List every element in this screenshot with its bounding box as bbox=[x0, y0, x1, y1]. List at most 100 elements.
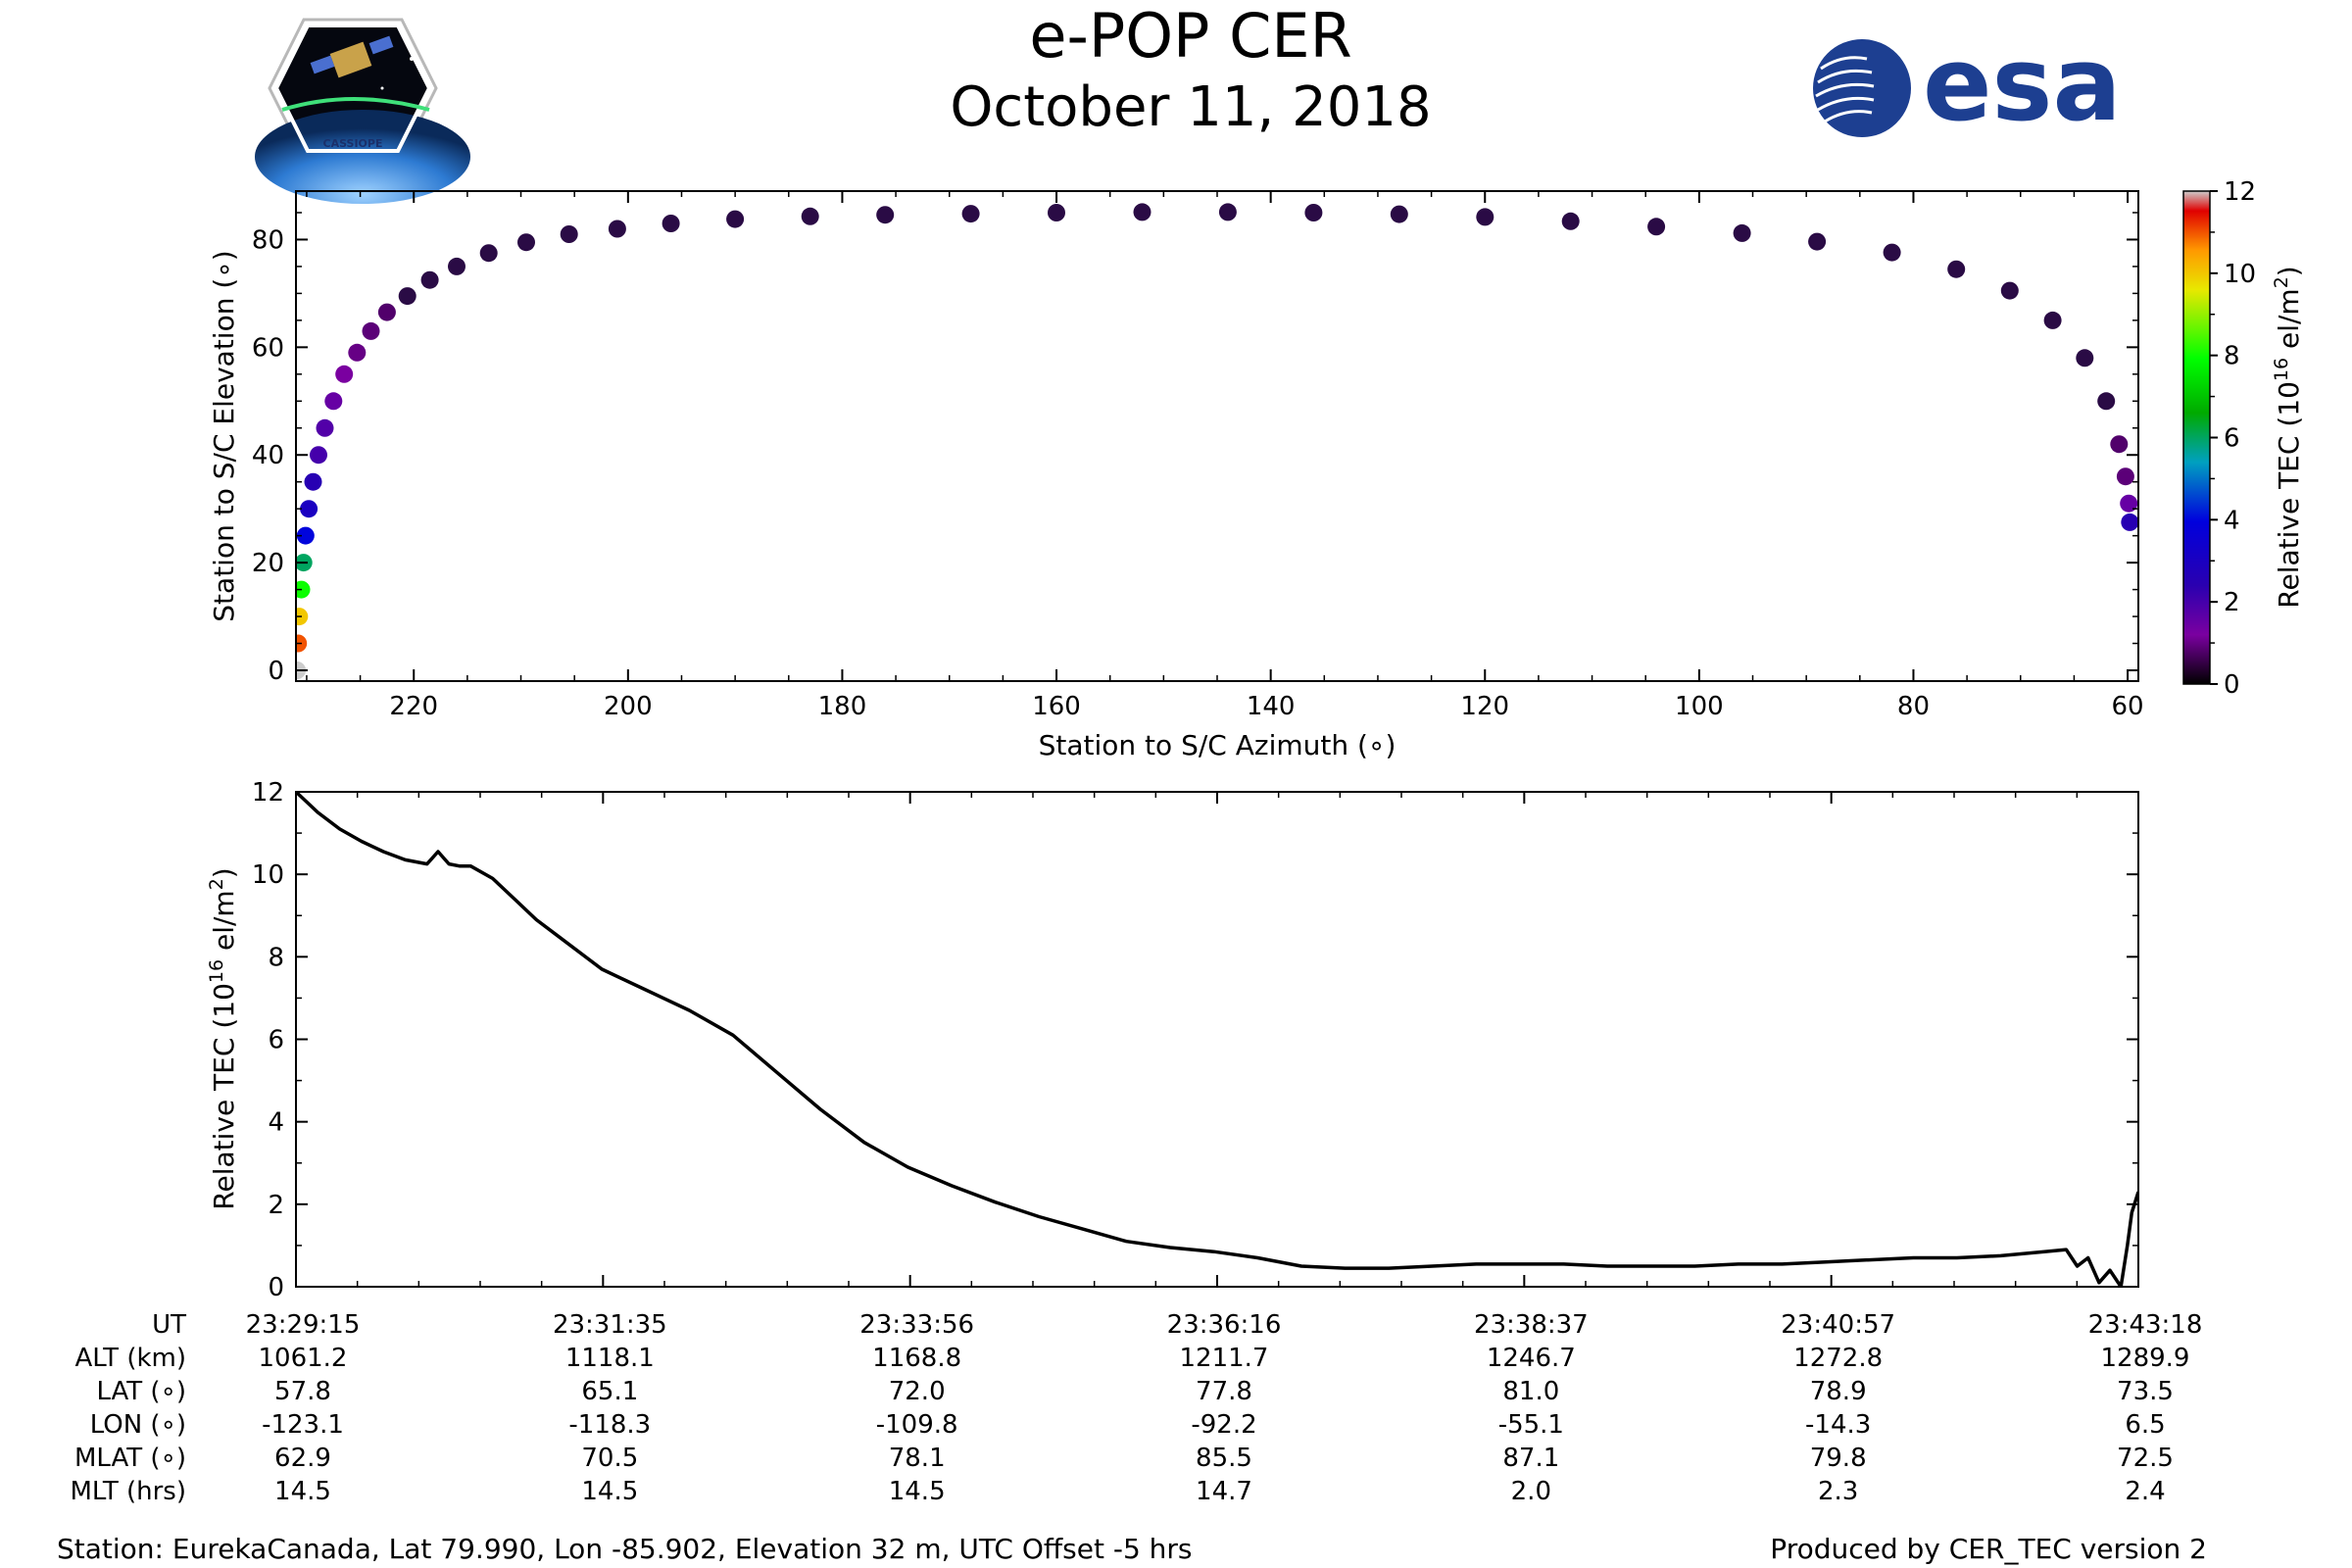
y-tick-label: 0 bbox=[268, 1273, 284, 1302]
table-row-label: MLAT (∘) bbox=[74, 1444, 186, 1473]
elevation-point bbox=[801, 207, 819, 225]
elevation-point bbox=[1808, 232, 1827, 251]
elevation-point bbox=[2120, 494, 2138, 513]
colorbar-tick-label: 10 bbox=[2224, 260, 2256, 289]
colorbar: 0 2 4 6 8 10 12 Relative TEC (1016 el/m2) bbox=[2182, 177, 2305, 700]
table-cell: 6.5 bbox=[2125, 1410, 2165, 1440]
y-tick-label: 10 bbox=[252, 860, 284, 890]
elevation-point bbox=[2076, 349, 2094, 368]
table-cell: -55.1 bbox=[1498, 1410, 1564, 1440]
elevation-point bbox=[296, 580, 311, 599]
table-cell: 23:29:15 bbox=[246, 1310, 361, 1340]
table-cell: 65.1 bbox=[581, 1377, 638, 1406]
elevation-point bbox=[876, 206, 895, 224]
esa-logo-text: esa bbox=[1923, 24, 2122, 144]
elevation-point bbox=[726, 210, 745, 228]
table-cell: -109.8 bbox=[876, 1410, 958, 1440]
elevation-point bbox=[348, 343, 367, 362]
table-cell: 14.5 bbox=[274, 1477, 331, 1506]
y-tick-label: 12 bbox=[252, 778, 284, 808]
table-row-label: UT bbox=[152, 1310, 186, 1340]
colorbar-tick-label: 0 bbox=[2224, 670, 2240, 700]
table-cell: 23:38:37 bbox=[1474, 1310, 1589, 1340]
table-cell: 2.4 bbox=[2125, 1477, 2165, 1506]
table-cell: 77.8 bbox=[1196, 1377, 1252, 1406]
bottom-ylabel: Relative TEC (1016 el/m2) bbox=[206, 867, 240, 1209]
elevation-point bbox=[335, 365, 354, 383]
table-cell: -92.2 bbox=[1191, 1410, 1256, 1440]
esa-logo: esa bbox=[1813, 24, 2122, 144]
table-cell: 62.9 bbox=[274, 1444, 331, 1473]
elevation-point bbox=[961, 205, 980, 223]
table-row-label: LAT (∘) bbox=[96, 1377, 186, 1406]
colorbar-tick-label: 8 bbox=[2224, 342, 2240, 371]
elevation-point bbox=[377, 303, 396, 321]
table-cell: 2.0 bbox=[1511, 1477, 1551, 1506]
elevation-point bbox=[2110, 435, 2129, 454]
colorbar-tick-label: 12 bbox=[2224, 177, 2256, 207]
elevation-point bbox=[2116, 467, 2134, 486]
table-cell: -123.1 bbox=[262, 1410, 344, 1440]
table-cell: 2.3 bbox=[1818, 1477, 1858, 1506]
elevation-point bbox=[1048, 204, 1065, 221]
ephemeris-table: UT ALT (km) LAT (∘) LON (∘) MLAT (∘) MLT (hrs… bbox=[71, 1310, 2203, 1506]
x-tick-label: 180 bbox=[818, 692, 867, 721]
x-tick-label: 200 bbox=[604, 692, 653, 721]
table-cell: 1168.8 bbox=[872, 1344, 961, 1373]
table-cell: 85.5 bbox=[1196, 1444, 1252, 1473]
y-tick-label: 2 bbox=[268, 1191, 284, 1220]
elevation-point bbox=[2121, 513, 2138, 531]
elevation-point bbox=[1733, 223, 1751, 242]
table-cell: 23:31:35 bbox=[553, 1310, 667, 1340]
top-ylabel: Station to S/C Elevation (∘) bbox=[208, 250, 240, 621]
elevation-point bbox=[316, 418, 334, 437]
table-cell: 1211.7 bbox=[1180, 1344, 1269, 1373]
colorbar-gradient bbox=[2182, 190, 2211, 685]
x-tick-label: 220 bbox=[389, 692, 438, 721]
elevation-point bbox=[1476, 208, 1494, 226]
table-cell: 72.0 bbox=[889, 1377, 946, 1406]
elevation-point bbox=[479, 244, 498, 263]
table-cell: 1289.9 bbox=[2101, 1344, 2190, 1373]
tec-time-plot: 0 2 4 6 8 10 12 Relative TEC (1016 el/m2) bbox=[206, 778, 2139, 1302]
elevation-point bbox=[1947, 260, 1966, 278]
colorbar-tick-label: 2 bbox=[2224, 588, 2240, 617]
table-row-label: LON (∘) bbox=[90, 1410, 186, 1440]
elevation-point bbox=[398, 287, 416, 306]
colorbar-label: Relative TEC (1016 el/m2) bbox=[2271, 266, 2305, 608]
elevation-point bbox=[296, 526, 315, 545]
table-cell: 14.5 bbox=[581, 1477, 638, 1506]
x-tick-label: 60 bbox=[2112, 692, 2144, 721]
figure-title: e-POP CER bbox=[1029, 0, 1351, 72]
x-tick-label: 160 bbox=[1032, 692, 1081, 721]
elevation-point bbox=[662, 215, 680, 232]
y-tick-label: 80 bbox=[252, 225, 284, 255]
elevation-point bbox=[362, 321, 380, 340]
elevation-point bbox=[2097, 392, 2116, 411]
elevation-point bbox=[2000, 281, 2019, 300]
elevation-point bbox=[310, 446, 327, 465]
y-tick-label: 4 bbox=[268, 1108, 284, 1138]
elevation-point bbox=[324, 392, 343, 411]
table-cell: 57.8 bbox=[274, 1377, 331, 1406]
elevation-point bbox=[517, 233, 535, 252]
table-cell: 14.5 bbox=[889, 1477, 946, 1506]
elevation-point bbox=[296, 608, 309, 626]
y-tick-label: 60 bbox=[252, 333, 284, 363]
elevation-point bbox=[560, 225, 578, 243]
table-cell: 1118.1 bbox=[565, 1344, 655, 1373]
y-tick-label: 40 bbox=[252, 441, 284, 470]
table-cell: 78.1 bbox=[889, 1444, 946, 1473]
elevation-point bbox=[448, 257, 466, 275]
table-row-label: ALT (km) bbox=[74, 1344, 186, 1373]
elevation-point bbox=[300, 500, 318, 518]
y-tick-label: 6 bbox=[268, 1026, 284, 1055]
table-cell: 23:33:56 bbox=[859, 1310, 974, 1340]
elevation-point bbox=[2043, 311, 2062, 329]
table-cell: 1272.8 bbox=[1793, 1344, 1883, 1373]
producer-info: Produced by CER_TEC version 2 bbox=[1770, 1533, 2207, 1565]
elevation-point bbox=[420, 270, 439, 289]
y-tick-label: 20 bbox=[252, 549, 284, 578]
table-cell: 79.8 bbox=[1810, 1444, 1867, 1473]
